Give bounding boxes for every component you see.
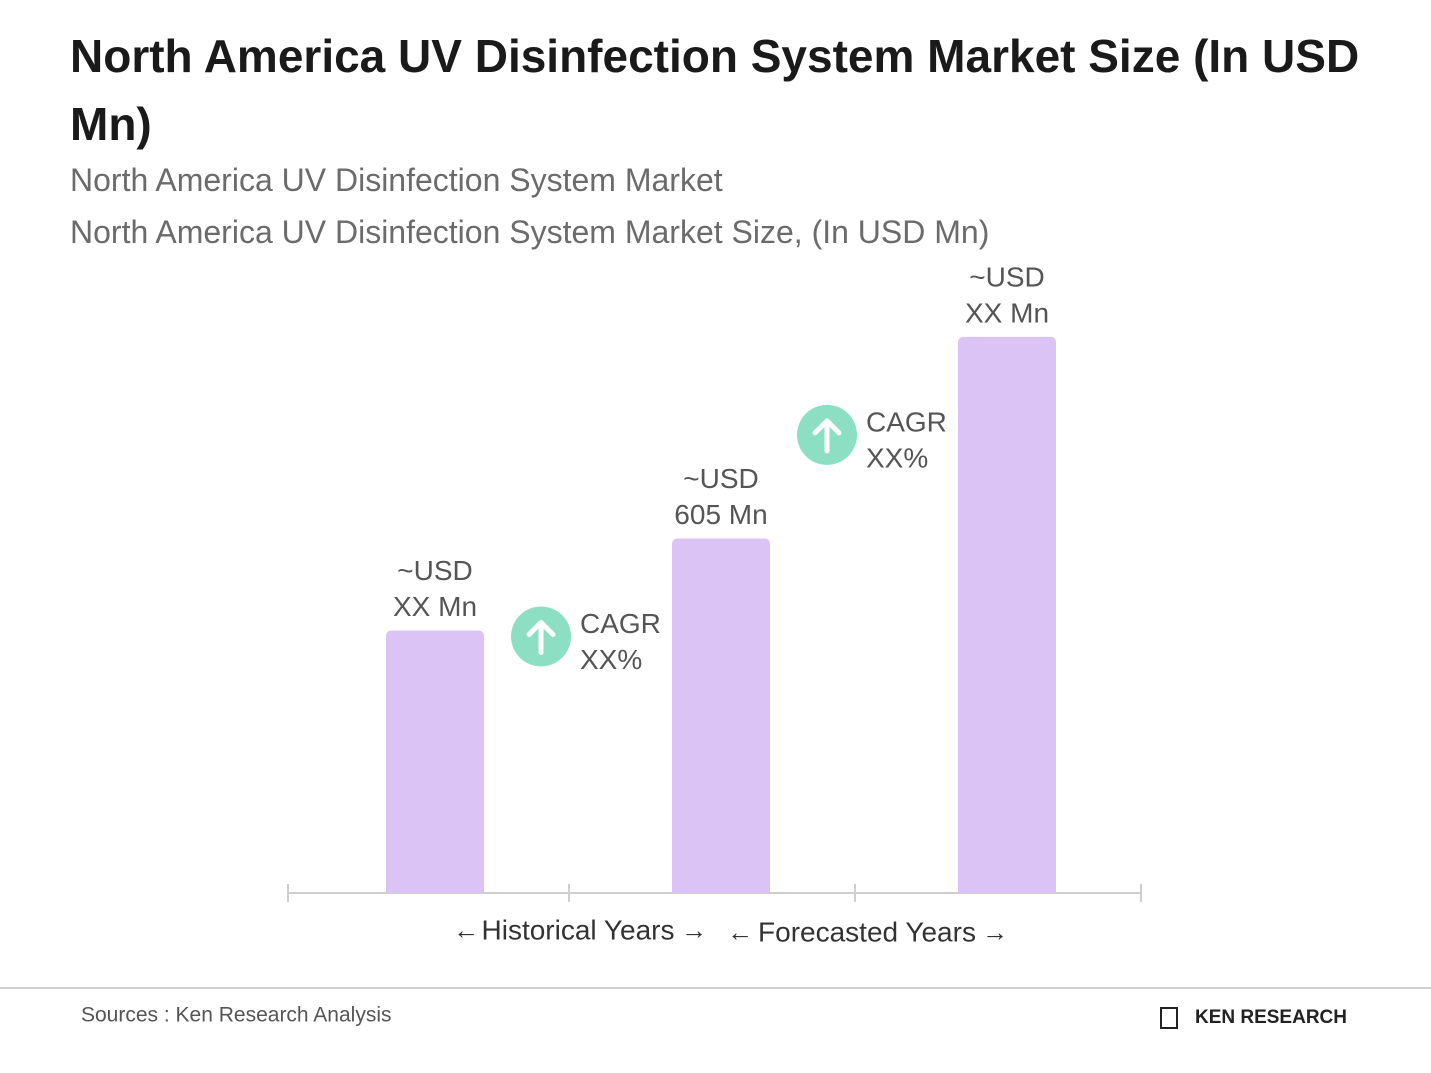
period-label: Forecasted Years: [758, 916, 976, 947]
logo: KEN RESEARCH: [1195, 1007, 1347, 1028]
cagr-arrow: [812, 418, 842, 454]
value-label: ~USD: [969, 261, 1044, 292]
arrow: →: [681, 915, 707, 945]
cagr-label: XX%: [866, 442, 928, 473]
cagr-label: CAGR: [866, 406, 947, 437]
period-label: Historical Years: [482, 914, 675, 945]
bar: [386, 630, 484, 893]
value-label: ~USD: [683, 463, 758, 494]
value-label: XX Mn: [393, 591, 477, 622]
logo-mark: [1160, 1007, 1178, 1029]
cagr-arrow: [526, 619, 556, 655]
value-label: ~USD: [397, 555, 472, 586]
subtitle: North America UV Disinfection System Mar…: [70, 214, 990, 250]
cagr-label: XX%: [580, 644, 642, 675]
arrow: ←: [727, 917, 753, 947]
subtitle: North America UV Disinfection System Mar…: [70, 162, 723, 198]
bar: [958, 336, 1056, 893]
chart-title: North America UV Disinfection System Mar…: [70, 30, 1360, 150]
cagr-label: CAGR: [580, 608, 661, 639]
value-label: 605 Mn: [674, 499, 767, 530]
arrow: →: [982, 917, 1008, 947]
source: Sources : Ken Research Analysis: [81, 1004, 392, 1027]
arrow: ←: [453, 915, 479, 945]
value-label: XX Mn: [965, 297, 1049, 328]
bar: [672, 538, 770, 893]
